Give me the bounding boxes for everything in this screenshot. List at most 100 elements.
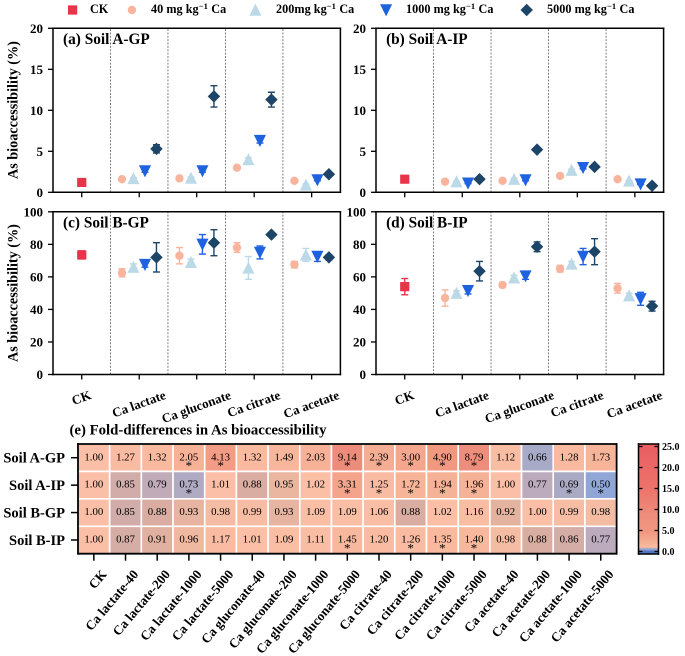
svg-text:*: * [471,458,478,473]
svg-text:1.00: 1.00 [84,451,103,463]
svg-text:0.88: 0.88 [528,534,547,546]
svg-text:1 0 0 0: 1 0 0 0 m g k g C a − 1 [406,0,497,17]
svg-text:0.99: 0.99 [560,506,579,518]
svg-text:0.91: 0.91 [148,534,167,546]
svg-text:1.49: 1.49 [274,451,293,463]
svg-text:60: 60 [30,269,43,284]
svg-text:*: * [598,486,605,501]
svg-text:1.01: 1.01 [211,479,230,491]
svg-text:1.27: 1.27 [116,451,135,463]
svg-text:(b) Soil A-IP: (b) Soil A-IP [386,31,468,48]
svg-text:Soil B-IP: Soil B-IP [9,533,65,549]
svg-text:20: 20 [353,334,366,349]
svg-text:1.02: 1.02 [306,479,325,491]
svg-text:1.73: 1.73 [591,451,610,463]
svg-text:(a) Soil A-GP: (a) Soil A-GP [63,31,150,48]
svg-text:5: 5 [360,144,367,159]
svg-text:*: * [344,540,351,555]
svg-text:0.88: 0.88 [401,506,420,518]
svg-text:15: 15 [30,62,44,77]
svg-text:0.93: 0.93 [274,506,293,518]
svg-text:*: * [376,486,383,501]
svg-text:20: 20 [30,334,43,349]
svg-text:0.73: 0.73 [179,479,198,491]
svg-text:0.98: 0.98 [591,506,610,518]
svg-text:*: * [471,540,478,555]
svg-text:1.06: 1.06 [370,506,389,518]
svg-text:*: * [186,486,193,501]
svg-text:2.39: 2.39 [370,451,389,463]
svg-text:10: 10 [30,103,43,118]
svg-text:4 0 m: 4 0 m g k g C a − 1 [151,0,230,17]
svg-text:40: 40 [353,302,366,317]
svg-text:*: * [566,486,573,501]
svg-text:Soil A-GP: Soil A-GP [3,451,65,467]
svg-text:1.00: 1.00 [528,506,547,518]
svg-text:*: * [439,486,446,501]
svg-text:0.88: 0.88 [243,479,262,491]
svg-text:10: 10 [353,103,366,118]
svg-text:1.12: 1.12 [496,451,515,463]
svg-text:(e) Fold-differences in As bio: (e) Fold-differences in As bioaccessibil… [70,423,328,439]
svg-text:*: * [439,540,446,555]
svg-text:1.26: 1.26 [401,534,420,546]
svg-text:0.88: 0.88 [148,506,167,518]
svg-text:3.31: 3.31 [338,479,357,491]
svg-text:4.90: 4.90 [433,451,452,463]
svg-text:1.00: 1.00 [84,479,103,491]
svg-text:1.32: 1.32 [243,451,262,463]
svg-text:4.13: 4.13 [211,451,230,463]
svg-text:0.50: 0.50 [591,479,610,491]
svg-text:*: * [217,458,224,473]
svg-text:1.09: 1.09 [306,506,325,518]
svg-text:20.0: 20.0 [662,463,680,474]
svg-text:(c) Soil B-GP: (c) Soil B-GP [63,214,149,231]
svg-text:5 0 0 0: 5 0 0 0 m g k g C a − 1 [547,0,638,17]
svg-text:40: 40 [30,302,43,317]
svg-text:As bioaccessibility (%): As bioaccessibility (%) [5,224,21,362]
svg-text:5: 5 [37,144,44,159]
svg-text:0.86: 0.86 [560,534,579,546]
svg-text:0.93: 0.93 [179,506,198,518]
svg-text:80: 80 [30,237,43,252]
svg-text:0.96: 0.96 [179,534,198,546]
svg-text:80: 80 [353,237,366,252]
svg-text:0.98: 0.98 [496,534,515,546]
svg-text:25.0: 25.0 [662,442,680,453]
svg-text:0.66: 0.66 [528,451,547,463]
svg-text:(d) Soil B-IP: (d) Soil B-IP [386,214,468,231]
svg-text:1.16: 1.16 [465,506,484,518]
svg-text:2.05: 2.05 [179,451,198,463]
svg-text:*: * [471,486,478,501]
svg-text:*: * [344,458,351,473]
svg-text:9.14: 9.14 [338,451,357,463]
svg-text:20: 20 [353,21,366,36]
svg-text:15.0: 15.0 [662,484,680,495]
svg-text:0.87: 0.87 [116,534,135,546]
svg-text:0: 0 [37,367,44,382]
svg-text:1.09: 1.09 [338,506,357,518]
svg-text:CK: CK [90,2,109,16]
svg-text:0.85: 0.85 [116,479,135,491]
svg-text:*: * [344,486,351,501]
svg-text:1.45: 1.45 [338,534,357,546]
svg-text:10.0: 10.0 [662,505,680,516]
svg-text:1.72: 1.72 [401,479,420,491]
svg-text:0.69: 0.69 [560,479,579,491]
svg-text:*: * [407,458,414,473]
svg-text:1.00: 1.00 [496,479,515,491]
svg-text:5.0: 5.0 [662,526,675,537]
svg-text:1.40: 1.40 [465,534,484,546]
svg-text:1.96: 1.96 [465,479,484,491]
svg-text:0.98: 0.98 [211,506,230,518]
svg-text:0: 0 [37,185,44,200]
svg-text:CK: CK [70,387,94,408]
svg-text:100: 100 [347,204,367,219]
svg-text:*: * [376,458,383,473]
svg-text:1.28: 1.28 [560,451,579,463]
svg-text:1.09: 1.09 [274,534,293,546]
svg-text:0.77: 0.77 [591,534,610,546]
svg-text:1.11: 1.11 [306,534,325,546]
svg-text:2.03: 2.03 [306,451,325,463]
svg-text:0.85: 0.85 [116,506,135,518]
